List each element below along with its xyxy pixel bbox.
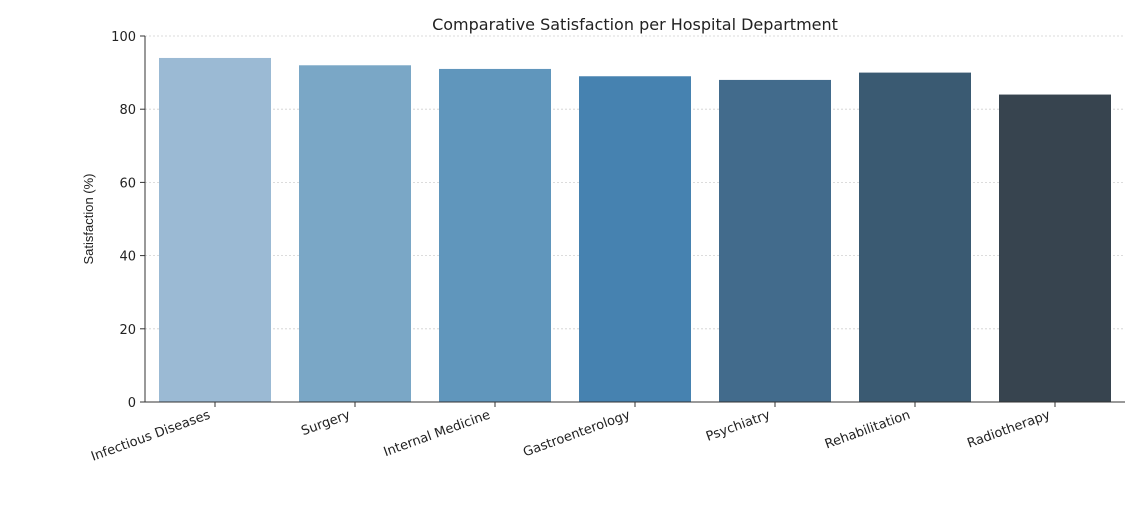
y-tick-label: 60 xyxy=(119,176,136,191)
bar-gastroenterology xyxy=(579,76,691,402)
bar-radiotherapy xyxy=(999,94,1111,402)
chart-title: Comparative Satisfaction per Hospital De… xyxy=(432,15,838,34)
y-tick-label: 100 xyxy=(111,30,136,45)
y-tick-labels: 0 20 40 60 80 100 xyxy=(111,30,136,411)
y-tick-label: 20 xyxy=(119,323,136,338)
bar-group xyxy=(159,57,1111,403)
x-tick-label: Radiotherapy xyxy=(965,408,1052,452)
x-tick-label: Psychiatry xyxy=(704,408,773,445)
x-tick-label: Internal Medicine xyxy=(382,408,493,461)
axes xyxy=(140,35,1125,407)
x-tick-label: Infectious Diseases xyxy=(89,408,212,465)
bar-infectious-diseases xyxy=(159,57,271,403)
bar-rehabilitation xyxy=(859,72,971,402)
y-axis-label: Satisfaction (%) xyxy=(81,173,96,264)
bar-psychiatry xyxy=(719,79,831,403)
y-tick-label: 0 xyxy=(128,396,136,411)
x-tick-label: Gastroenterology xyxy=(521,408,632,461)
bar-internal-medicine xyxy=(439,68,551,402)
bar-surgery xyxy=(299,65,411,402)
y-tick-label: 40 xyxy=(119,250,136,265)
y-tick-label: 80 xyxy=(119,103,136,118)
x-tick-label: Surgery xyxy=(299,408,352,440)
x-tick-label: Rehabilitation xyxy=(823,408,912,453)
x-tick-labels: Infectious Diseases Surgery Internal Medic… xyxy=(89,408,1052,465)
